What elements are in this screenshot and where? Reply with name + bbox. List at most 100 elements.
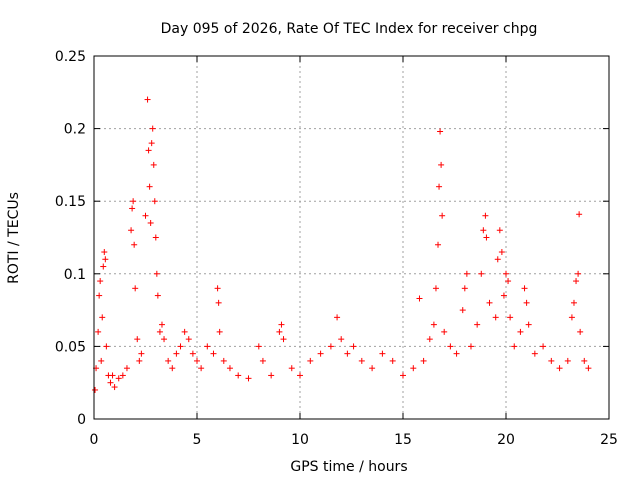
data-point: [280, 336, 287, 343]
data-point: [111, 384, 118, 391]
data-point: [115, 375, 122, 382]
data-point: [95, 328, 102, 335]
data-point: [369, 365, 376, 372]
data-point: [259, 357, 266, 364]
data-point: [478, 270, 485, 277]
data-point: [494, 256, 501, 263]
data-point: [389, 357, 396, 364]
data-point: [128, 227, 135, 234]
data-point: [358, 357, 365, 364]
data-point: [505, 278, 512, 285]
axis-ticks: 0 5 10 15 20 25 0 0.05 0.1 0.15 0.2 0.25: [55, 49, 618, 448]
data-point: [585, 365, 592, 372]
data-point: [152, 234, 159, 241]
data-points: [92, 96, 592, 393]
data-point: [131, 241, 138, 248]
data-point: [498, 249, 505, 256]
data-point: [185, 336, 192, 343]
data-point: [158, 321, 165, 328]
data-point: [130, 198, 137, 205]
data-point: [220, 357, 227, 364]
data-point: [278, 321, 285, 328]
x-tick-label: 25: [600, 432, 618, 448]
data-point: [161, 336, 168, 343]
data-point: [573, 278, 580, 285]
data-point: [101, 249, 108, 256]
y-tick-label: 0.1: [64, 267, 86, 283]
data-point: [548, 357, 555, 364]
x-tick-label: 0: [90, 432, 99, 448]
data-point: [214, 285, 221, 292]
data-point: [486, 299, 493, 306]
data-point: [153, 270, 160, 277]
data-point: [480, 227, 487, 234]
data-point: [226, 365, 233, 372]
y-tick-label: 0: [77, 412, 86, 428]
data-point: [96, 292, 103, 299]
data-point: [575, 270, 582, 277]
data-point: [132, 285, 139, 292]
data-point: [438, 161, 445, 168]
data-point: [198, 365, 205, 372]
data-point: [500, 292, 507, 299]
data-point: [564, 357, 571, 364]
data-point: [97, 278, 104, 285]
data-point: [216, 328, 223, 335]
data-point: [134, 336, 141, 343]
y-tick-label: 0.2: [64, 122, 86, 138]
data-point: [215, 299, 222, 306]
data-point: [436, 183, 443, 190]
data-point: [245, 375, 252, 382]
data-point: [507, 314, 514, 321]
data-point: [521, 285, 528, 292]
data-point: [177, 343, 184, 350]
data-point: [288, 365, 295, 372]
plot-frame: [93, 55, 610, 420]
data-point: [102, 256, 109, 263]
data-point: [463, 270, 470, 277]
data-point: [531, 350, 538, 357]
x-tick-label: 20: [497, 432, 515, 448]
data-point: [556, 365, 563, 372]
data-point: [235, 372, 242, 379]
data-point: [327, 343, 334, 350]
data-point: [430, 321, 437, 328]
x-tick-label: 10: [291, 432, 309, 448]
data-point: [255, 343, 262, 350]
data-point: [483, 234, 490, 241]
data-point: [189, 350, 196, 357]
data-point: [145, 147, 152, 154]
data-point: [496, 227, 503, 234]
data-point: [410, 365, 417, 372]
data-point: [461, 285, 468, 292]
data-point: [100, 263, 107, 270]
data-point: [441, 328, 448, 335]
y-tick-label: 0.05: [55, 339, 86, 355]
data-point: [307, 357, 314, 364]
x-axis-label: GPS time / hours: [290, 459, 407, 475]
data-point: [437, 128, 444, 135]
data-point: [92, 386, 99, 393]
data-point: [432, 285, 439, 292]
data-point: [400, 372, 406, 379]
data-point: [447, 343, 454, 350]
chart-title: Day 095 of 2026, Rate Of TEC Index for r…: [161, 21, 538, 37]
data-point: [338, 336, 345, 343]
data-point: [467, 343, 474, 350]
data-point: [148, 140, 155, 147]
data-point: [103, 343, 110, 350]
data-point: [482, 212, 489, 219]
data-point: [129, 205, 136, 212]
data-point: [107, 379, 114, 386]
data-point: [173, 350, 180, 357]
data-point: [435, 241, 442, 248]
data-point: [136, 357, 143, 364]
data-point: [540, 343, 547, 350]
data-point: [297, 372, 303, 379]
data-point: [459, 307, 466, 314]
data-point: [439, 212, 446, 219]
data-point: [416, 295, 423, 302]
data-point: [517, 328, 524, 335]
data-point: [156, 328, 163, 335]
